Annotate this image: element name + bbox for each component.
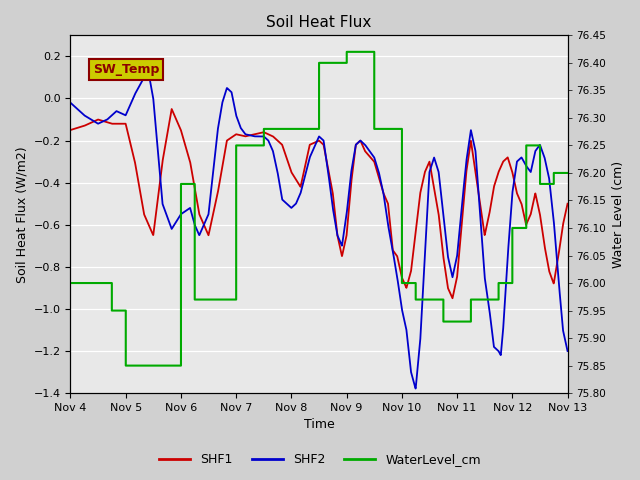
X-axis label: Time: Time [303, 419, 334, 432]
Text: SW_Temp: SW_Temp [93, 63, 159, 76]
Y-axis label: Soil Heat Flux (W/m2): Soil Heat Flux (W/m2) [15, 146, 28, 283]
Title: Soil Heat Flux: Soil Heat Flux [266, 15, 372, 30]
Y-axis label: Water Level (cm): Water Level (cm) [612, 161, 625, 268]
Legend: SHF1, SHF2, WaterLevel_cm: SHF1, SHF2, WaterLevel_cm [154, 448, 486, 471]
